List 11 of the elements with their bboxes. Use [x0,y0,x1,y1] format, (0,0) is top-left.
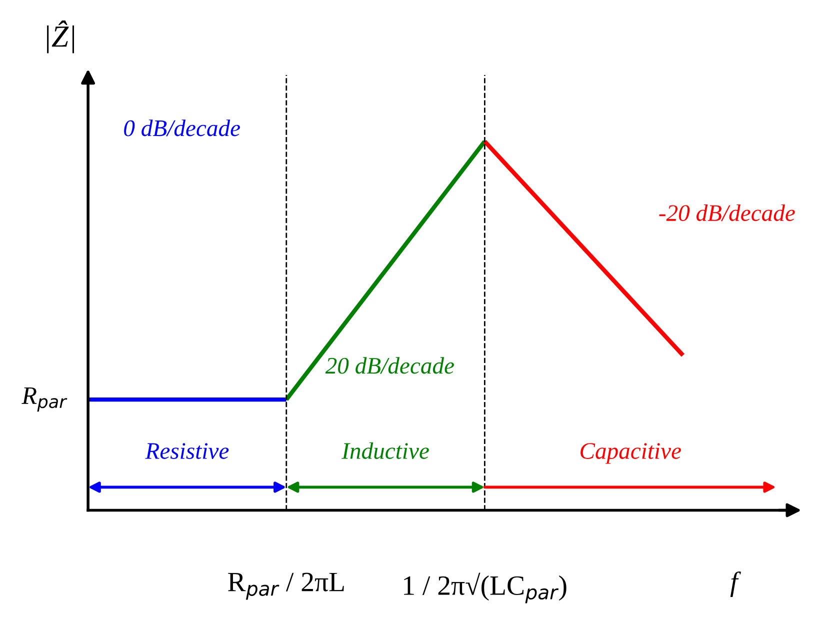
x-tick-label: 1 / 2π√(LC$_{par}$) [404,572,566,604]
text: R$_{par}$ [22,387,68,412]
y-axis-title: |Ẑ| [47,20,74,54]
annotation: 20 dB/decade [325,357,454,374]
x-tick-label: R$_{par}$ / 2πL [228,572,344,600]
annotation: Resistive [145,443,229,459]
annotation: Capacitive [580,443,681,464]
text: 0 dB/decade [124,120,240,136]
annotation: -20 dB/decade [659,204,795,222]
x-axis-title: f [730,571,741,597]
annotation: Inductive [342,442,429,460]
